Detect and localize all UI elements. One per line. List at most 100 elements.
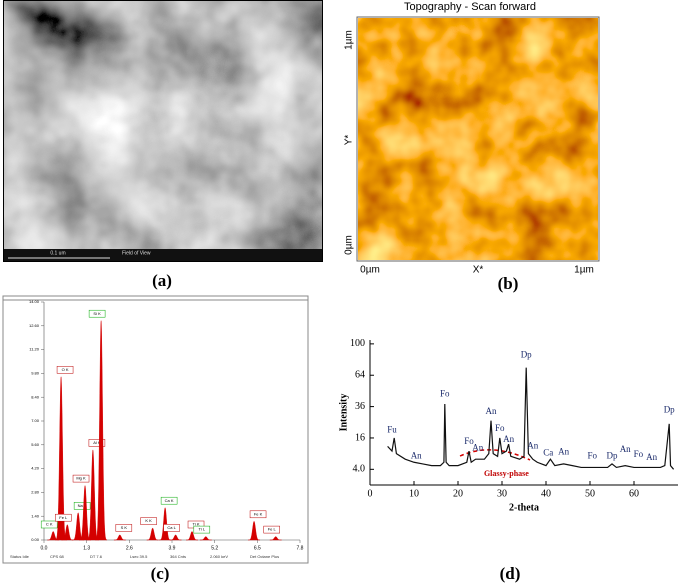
annotation: An [646,452,657,462]
x-tick-label: 30 [497,488,507,499]
y-tick-label: 5.60 [31,442,40,447]
y-tick-label: 14.00 [29,299,40,304]
x-tick-label: 0.0 [41,545,48,551]
annotation: Fo [464,436,474,446]
x-tick-label: 10 [409,488,419,499]
panel-label: (a) [152,271,172,290]
annotation: Fo [634,449,644,459]
y-tick-label: 9.80 [31,370,40,375]
peak-label-box [56,366,74,374]
x-tick-label: 2.6 [126,545,133,551]
y-tick-label: 8.40 [31,394,40,399]
y-axis-label: Intensity [338,394,349,432]
afm-title: Topography - Scan forward [404,1,536,13]
annotation: Fu [387,425,397,435]
status-text: 364 Cnts [170,554,186,559]
annotation: Glassy-phase [484,469,529,478]
y-tick-label: 1µm [344,30,355,50]
peak-label: Na K [78,503,87,508]
peak-label: Mg K [76,476,86,481]
peak-label: Al K [93,440,101,445]
peak-label-box [263,525,280,534]
x-tick-label: 1µm [574,265,594,276]
y-tick-label: 4.0 [353,464,366,475]
x-tick-label: 0 [368,488,373,499]
panel-label: (b) [498,274,519,293]
annotation: An [503,434,514,444]
x-tick-label: 60 [629,488,639,499]
afm-panel: Topography - Scan forward 1µm Y* 0µm 0µm… [344,1,600,293]
peak [61,524,74,541]
peak [159,507,172,541]
sem-panel: 0.1 um Field of View (a) [3,0,323,290]
peak-label-box [88,439,106,447]
peak-label-box [88,309,106,318]
sem-image [4,1,322,249]
peak-label: K K [145,518,152,523]
status-text: DT 7.6 [90,554,103,559]
peak-label: Ca K [165,498,174,503]
peak-label-box [55,513,72,522]
peak-label-box [115,524,133,532]
peak [269,536,282,541]
peak-label-box [72,474,90,483]
peak-label-box [163,524,180,532]
status-text: Status Idle [10,554,30,559]
annotation: An [411,450,422,460]
peak [113,534,126,541]
y-tick-label: 7.00 [31,418,40,423]
x-tick-label: 7.8 [297,545,304,551]
annotation: Dp [521,349,532,359]
y-tick-label: 1.40 [31,513,40,518]
annotation: An [486,406,497,416]
peak-label: Ti K [193,522,200,527]
panel-label: (d) [500,564,521,583]
status-text: CPS 68 [50,554,65,559]
peak-label: Fe K [254,511,263,516]
scale-bar-label: 0.1 um [50,250,65,256]
peak-label: Si K [93,311,101,316]
peak-label-box [249,510,267,519]
x-tick-label: 20 [453,488,463,499]
peak-label: O K [62,367,69,372]
x-tick-label: 1.3 [83,545,90,551]
annotation: An [472,443,483,453]
y-tick-label: 64 [355,370,365,381]
field-of-view: Field of View [122,250,151,256]
x-tick-label: 50 [585,488,595,499]
y-tick-label: 4.20 [31,466,40,471]
peak-label: S K [121,525,128,530]
peak-label-box [73,502,91,510]
peak-label: C K [46,522,53,527]
y-tick-label: 11.20 [29,347,39,352]
annotation: An [558,446,569,456]
status-text: 2.060 keV [210,554,228,559]
x-axis-label: 2-theta [509,502,539,513]
panel-label: (c) [151,564,170,583]
peak-label-box [140,517,157,525]
y-tick-label: 0µm [344,235,355,255]
y-tick-label: 2.80 [31,489,40,494]
peak-label-box [40,520,58,529]
peak [146,527,159,541]
x-axis-label: X* [473,265,484,276]
peak-label-box [160,496,178,505]
peak-label: Fe L [59,515,68,520]
annotation: An [527,440,538,450]
xrd-panel: (d) 4.0 16 36 64 100 0 10 20 30 40 50 60 2-theta Inte… [338,338,678,583]
annotation: Fo [495,423,505,433]
y-tick-label: 0.00 [31,537,40,542]
y-tick-label: 16 [355,432,365,443]
peak [95,320,108,541]
annotation: Fo [440,388,450,398]
status-text: Lsec 39.5 [130,554,148,559]
peak [185,531,199,541]
x-tick-label: 6.5 [254,545,261,551]
x-tick-label: 0µm [360,265,380,276]
annotation: Fo [587,450,597,460]
y-tick-label: 36 [355,401,365,412]
y-axis-label: Y* [344,135,355,146]
y-tick-label: 100 [350,338,365,349]
eds-panel: (c) 0.00 1.40 2.80 4.20 5.60 7.00 8.40 9.80 11.2… [2,295,309,583]
peak-label: Fe L [268,527,277,532]
